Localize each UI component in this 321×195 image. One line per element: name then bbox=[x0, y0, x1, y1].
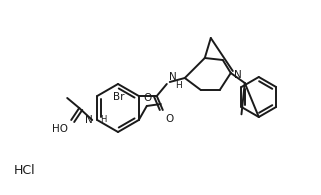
Text: O: O bbox=[166, 114, 174, 124]
Text: O: O bbox=[144, 93, 152, 103]
Text: HCl: HCl bbox=[14, 163, 36, 176]
Text: N: N bbox=[85, 115, 93, 125]
Text: N: N bbox=[234, 70, 241, 80]
Text: HO: HO bbox=[52, 124, 68, 134]
Text: H: H bbox=[175, 81, 182, 90]
Text: N: N bbox=[169, 72, 177, 82]
Text: H: H bbox=[100, 115, 107, 124]
Text: Br: Br bbox=[113, 92, 125, 102]
